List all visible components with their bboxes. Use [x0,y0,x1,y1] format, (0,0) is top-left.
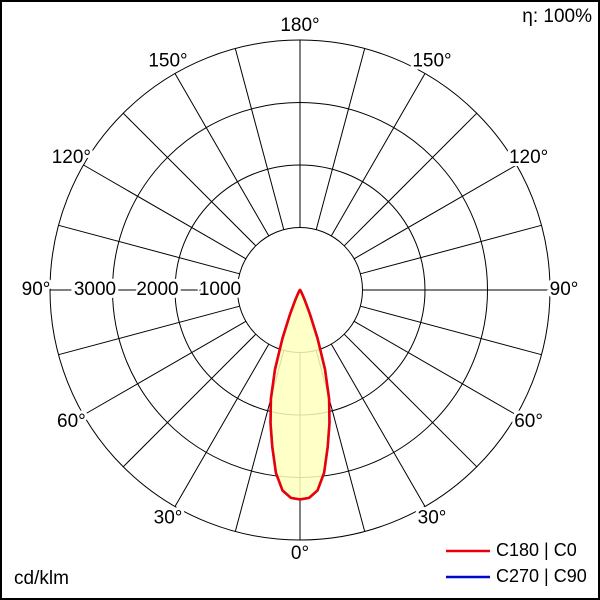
efficiency-label: η: 100% [522,6,592,27]
angle-labels: 0° 30° 30° 60° 60° 90° 90° 120° 120° 150° 150° 180° [19,12,582,567]
ring-label: 3000 [74,279,116,300]
radial-line [315,48,366,230]
legend: C180 | C0 C270 | C90 [446,540,587,586]
polar-grid [49,39,551,541]
beam-lobe-fill [270,290,330,500]
radial-line [353,164,517,260]
radial-line [330,73,426,237]
radial-line [360,224,542,275]
radial-line [122,112,257,247]
ring-label: 2000 [136,279,178,300]
angle-label: 150° [148,50,187,71]
radial-line [122,333,257,468]
angle-label: 30° [154,508,183,529]
radial-line [83,164,247,260]
radial-line [83,320,247,416]
radial-line [343,333,478,468]
angle-label: 30° [418,508,447,529]
legend-c180-c0-label: C180 | C0 [496,540,577,560]
radial-line [330,343,426,507]
radial-line [343,112,478,247]
angle-label: 90° [550,279,579,300]
radial-line [174,73,270,237]
radial-line [353,320,517,416]
angle-label: 90° [22,279,51,300]
angle-label: 60° [514,411,543,432]
unit-label: cd/klm [14,568,69,589]
radial-line [174,343,270,507]
angle-label: 180° [280,15,319,36]
angle-label: 60° [57,411,86,432]
legend-c270-c90-label: C270 | C90 [496,566,587,586]
angle-label: 150° [412,50,451,71]
beam-curve-c180-c0 [269,288,331,501]
angle-label: 120° [509,147,548,168]
radial-line [234,48,285,230]
radial-line [58,305,240,356]
radial-line [58,224,240,275]
ring-value-labels: 3000 2000 1000 [71,276,244,303]
ring-label: 1000 [199,279,241,300]
angle-label: 0° [291,543,309,564]
radial-line [360,305,542,356]
angle-label: 120° [52,147,91,168]
